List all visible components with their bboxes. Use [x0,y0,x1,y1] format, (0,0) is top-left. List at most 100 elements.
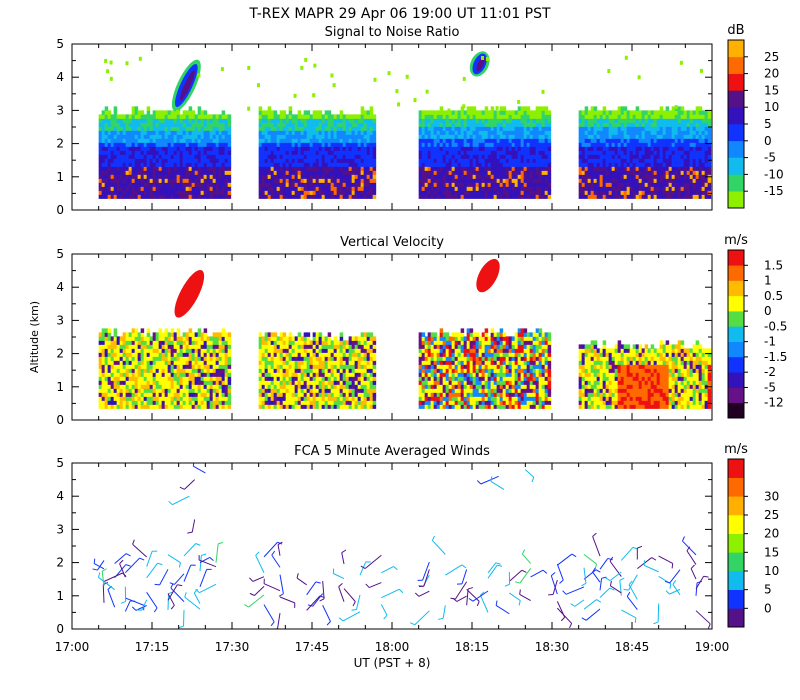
heatmap-cell [294,174,299,179]
heatmap-cell [496,190,501,195]
heatmap-cell [116,114,121,119]
heatmap-cell [463,142,468,147]
heatmap-cell [617,138,622,143]
heatmap-cell [354,130,359,135]
heatmap-cell [212,332,217,337]
heatmap-cell [457,138,462,143]
heatmap-cell [321,130,326,135]
heatmap-cell [182,122,187,127]
heatmap-cell [442,170,447,175]
heatmap-cell [264,114,269,119]
heatmap-cell [185,388,190,393]
heatmap-cell [185,368,190,373]
heatmap-cell [354,182,359,187]
heatmap-cell [593,158,598,163]
heatmap-cell [487,122,492,127]
heatmap-cell [535,126,540,131]
heatmap-cell [194,178,199,183]
heatmap-cell [291,396,296,401]
heatmap-cell [653,182,658,187]
heatmap-cell [312,134,317,139]
heatmap-cell [529,170,534,175]
heatmap-cell [176,154,181,159]
heatmap-cell [587,110,592,115]
heatmap-cell [602,126,607,131]
heatmap-cell [288,150,293,155]
heatmap-cell [318,110,323,115]
heatmap-cell [671,170,676,175]
heatmap-cell [466,162,471,167]
heatmap-cell [164,340,169,345]
heatmap-cell [680,150,685,155]
heatmap-cell [176,396,181,401]
heatmap-cell [146,364,151,369]
snr-speck [220,67,224,72]
heatmap-cell [330,130,335,135]
heatmap-cell [481,190,486,195]
heatmap-cell [119,384,124,389]
heatmap-cell [261,114,266,119]
heatmap-cell [212,368,217,373]
heatmap-cell [270,126,275,131]
heatmap-cell [273,372,278,377]
y-tick-label: 4 [56,70,64,84]
heatmap-cell [469,106,474,111]
heatmap-cell [454,174,459,179]
heatmap-cell [541,154,546,159]
heatmap-cell [125,332,130,337]
heatmap-cell [508,186,513,191]
heatmap-cell [312,142,317,147]
heatmap-cell [418,146,423,151]
heatmap-cell [514,186,519,191]
heatmap-cell [538,166,543,171]
heatmap-cell [674,138,679,143]
heatmap-cell [294,396,299,401]
heatmap-cell [321,146,326,151]
heatmap-cell [161,388,166,393]
heatmap-cell [119,340,124,345]
heatmap-cell [499,186,504,191]
heatmap-cell [224,352,229,357]
heatmap-cell [457,130,462,135]
heatmap-cell [179,336,184,341]
heatmap-cell [327,150,332,155]
heatmap-cell [131,384,136,389]
heatmap-cell [155,376,160,381]
heatmap-cell [686,194,691,199]
heatmap-cell [197,356,202,361]
heatmap-cell [427,190,432,195]
heatmap-cell [517,142,522,147]
heatmap-cell [493,122,498,127]
heatmap-cell [535,190,540,195]
heatmap-cell [116,340,121,345]
heatmap-cell [659,182,664,187]
heatmap-cell [191,332,196,337]
heatmap-cell [206,162,211,167]
heatmap-cell [285,400,290,405]
heatmap-cell [427,114,432,119]
heatmap-cell [529,190,534,195]
heatmap-cell [692,130,697,135]
heatmap-cell [128,186,133,191]
heatmap-cell [309,134,314,139]
heatmap-cell [276,178,281,183]
heatmap-cell [632,122,637,127]
heatmap-cell [529,158,534,163]
heatmap-cell [122,372,127,377]
heatmap-cell [327,170,332,175]
heatmap-cell [188,384,193,389]
heatmap-cell [125,352,130,357]
heatmap-cell [529,178,534,183]
heatmap-cell [608,158,613,163]
heatmap-cell [218,348,223,353]
heatmap-cell [125,336,130,341]
heatmap-cell [632,114,637,119]
heatmap-cell [116,392,121,397]
heatmap-cell [665,174,670,179]
heatmap-cell [197,126,202,131]
heatmap-cell [424,130,429,135]
heatmap-cell [327,194,332,199]
heatmap-cell [309,126,314,131]
heatmap-cell [369,134,374,139]
heatmap-cell [632,146,637,151]
